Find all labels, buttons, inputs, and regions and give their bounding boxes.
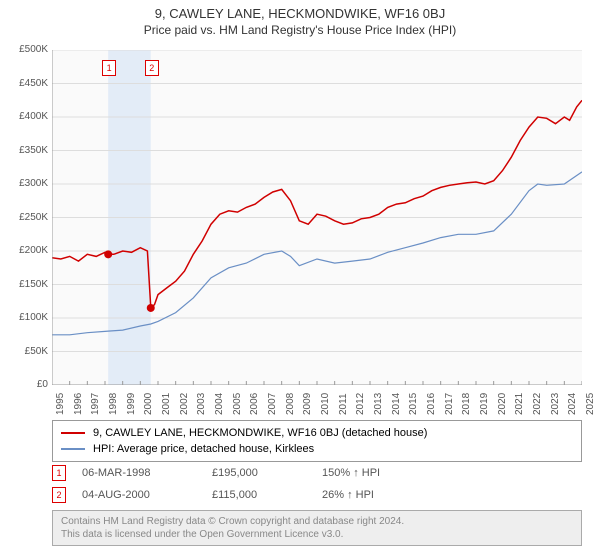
legend-swatch-property [61, 432, 85, 434]
y-tick-label: £450K [4, 78, 48, 89]
x-tick-label: 2007 [267, 393, 278, 415]
sale-price: £195,000 [212, 467, 322, 479]
y-tick-label: £100K [4, 312, 48, 323]
x-tick-label: 2019 [479, 393, 490, 415]
copyright-line: Contains HM Land Registry data © Crown c… [61, 515, 573, 528]
x-tick-label: 2012 [355, 393, 366, 415]
sale-row: 1 06-MAR-1998£195,000150% ↑ HPI [52, 462, 582, 484]
x-tick-label: 2025 [585, 393, 596, 415]
x-tick-label: 2001 [161, 393, 172, 415]
x-tick-label: 2023 [550, 393, 561, 415]
copyright: Contains HM Land Registry data © Crown c… [52, 510, 582, 546]
x-tick-label: 2011 [338, 393, 349, 415]
y-tick-label: £300K [4, 178, 48, 189]
x-tick-label: 2017 [444, 393, 455, 415]
page-title: 9, CAWLEY LANE, HECKMONDWIKE, WF16 0BJ [0, 6, 600, 21]
legend-row: 9, CAWLEY LANE, HECKMONDWIKE, WF16 0BJ (… [61, 425, 573, 441]
x-tick-label: 2021 [514, 393, 525, 415]
y-tick-label: £400K [4, 111, 48, 122]
chart-sale-marker-label: 2 [145, 60, 159, 76]
x-tick-label: 1996 [73, 393, 84, 415]
y-tick-label: £500K [4, 44, 48, 55]
sale-marker: 2 [52, 487, 66, 503]
sales-table: 1 06-MAR-1998£195,000150% ↑ HPI 2 04-AUG-20… [52, 462, 582, 506]
x-tick-label: 2020 [497, 393, 508, 415]
x-tick-label: 2002 [179, 393, 190, 415]
y-tick-label: £50K [4, 346, 48, 357]
y-tick-label: £250K [4, 212, 48, 223]
x-tick-label: 1998 [108, 393, 119, 415]
legend-label: 9, CAWLEY LANE, HECKMONDWIKE, WF16 0BJ (… [93, 427, 427, 439]
sale-date: 04-AUG-2000 [82, 489, 212, 501]
x-tick-label: 2010 [320, 393, 331, 415]
sale-row: 2 04-AUG-2000£115,00026% ↑ HPI [52, 484, 582, 506]
sale-pct: 26% ↑ HPI [322, 489, 432, 501]
copyright-line: This data is licensed under the Open Gov… [61, 528, 573, 541]
legend-label: HPI: Average price, detached house, Kirk… [93, 443, 314, 455]
price-chart [52, 50, 582, 385]
x-tick-label: 1999 [126, 393, 137, 415]
x-tick-label: 2003 [196, 393, 207, 415]
y-tick-label: £0 [4, 379, 48, 390]
x-tick-label: 2005 [232, 393, 243, 415]
y-tick-label: £350K [4, 145, 48, 156]
sale-price: £115,000 [212, 489, 322, 501]
x-tick-label: 2016 [426, 393, 437, 415]
legend: 9, CAWLEY LANE, HECKMONDWIKE, WF16 0BJ (… [52, 420, 582, 462]
legend-row: HPI: Average price, detached house, Kirk… [61, 441, 573, 457]
chart-sale-marker-label: 1 [102, 60, 116, 76]
x-tick-label: 2014 [391, 393, 402, 415]
x-tick-label: 2000 [143, 393, 154, 415]
x-tick-label: 2013 [373, 393, 384, 415]
x-tick-label: 1997 [90, 393, 101, 415]
x-tick-label: 2004 [214, 393, 225, 415]
sale-pct: 150% ↑ HPI [322, 467, 432, 479]
x-tick-label: 2009 [302, 393, 313, 415]
x-tick-label: 2006 [249, 393, 260, 415]
x-tick-label: 2008 [285, 393, 296, 415]
x-tick-label: 2022 [532, 393, 543, 415]
y-tick-label: £200K [4, 245, 48, 256]
sale-marker: 1 [52, 465, 66, 481]
x-tick-label: 1995 [55, 393, 66, 415]
legend-swatch-hpi [61, 448, 85, 450]
sale-date: 06-MAR-1998 [82, 467, 212, 479]
x-tick-label: 2018 [461, 393, 472, 415]
y-tick-label: £150K [4, 279, 48, 290]
page-subtitle: Price paid vs. HM Land Registry's House … [0, 23, 600, 37]
x-tick-label: 2015 [408, 393, 419, 415]
x-tick-label: 2024 [567, 393, 578, 415]
